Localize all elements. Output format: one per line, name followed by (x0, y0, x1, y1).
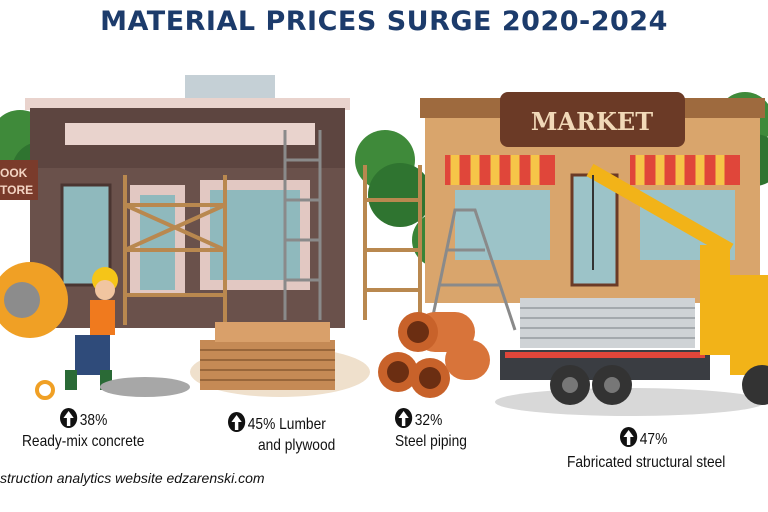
stat-value: 32% (414, 412, 443, 429)
crane-truck (495, 163, 768, 416)
stat-label: Ready-mix concrete (22, 433, 145, 450)
stat-lumber-plywood: 45% Lumber (228, 412, 326, 435)
stat-value: 45% Lumber (247, 416, 326, 433)
up-arrow-icon (60, 408, 78, 428)
lumber-stack (190, 322, 370, 397)
source-footer: struction analytics website edzarenski.c… (0, 470, 265, 486)
stat-value: 38% (79, 412, 108, 429)
up-arrow-icon (228, 412, 246, 432)
market-sign: MARKET (531, 107, 653, 136)
worker (65, 267, 190, 397)
stat-label: Steel piping (395, 433, 467, 450)
stat-ready-mix-concrete: 38% (60, 408, 107, 431)
page-title: MATERIAL PRICES SURGE 2020-2024 (100, 6, 668, 37)
construction-illustration: OOK TORE MARKET (0, 75, 768, 416)
up-arrow-icon (620, 427, 638, 447)
ladder (428, 208, 517, 331)
stat-label: Fabricated structural steel (567, 454, 726, 471)
up-arrow-icon (395, 408, 413, 428)
stat-steel-piping: 32% (395, 408, 442, 431)
steel-pipes (378, 312, 490, 398)
stat-label: and plywood (258, 437, 336, 454)
svg-text:TORE: TORE (0, 183, 33, 197)
bookstore-sign: OOK (0, 166, 28, 180)
stat-structural-steel: 47% (620, 427, 667, 450)
stat-value: 47% (639, 431, 668, 448)
concrete-mixer (0, 262, 68, 400)
